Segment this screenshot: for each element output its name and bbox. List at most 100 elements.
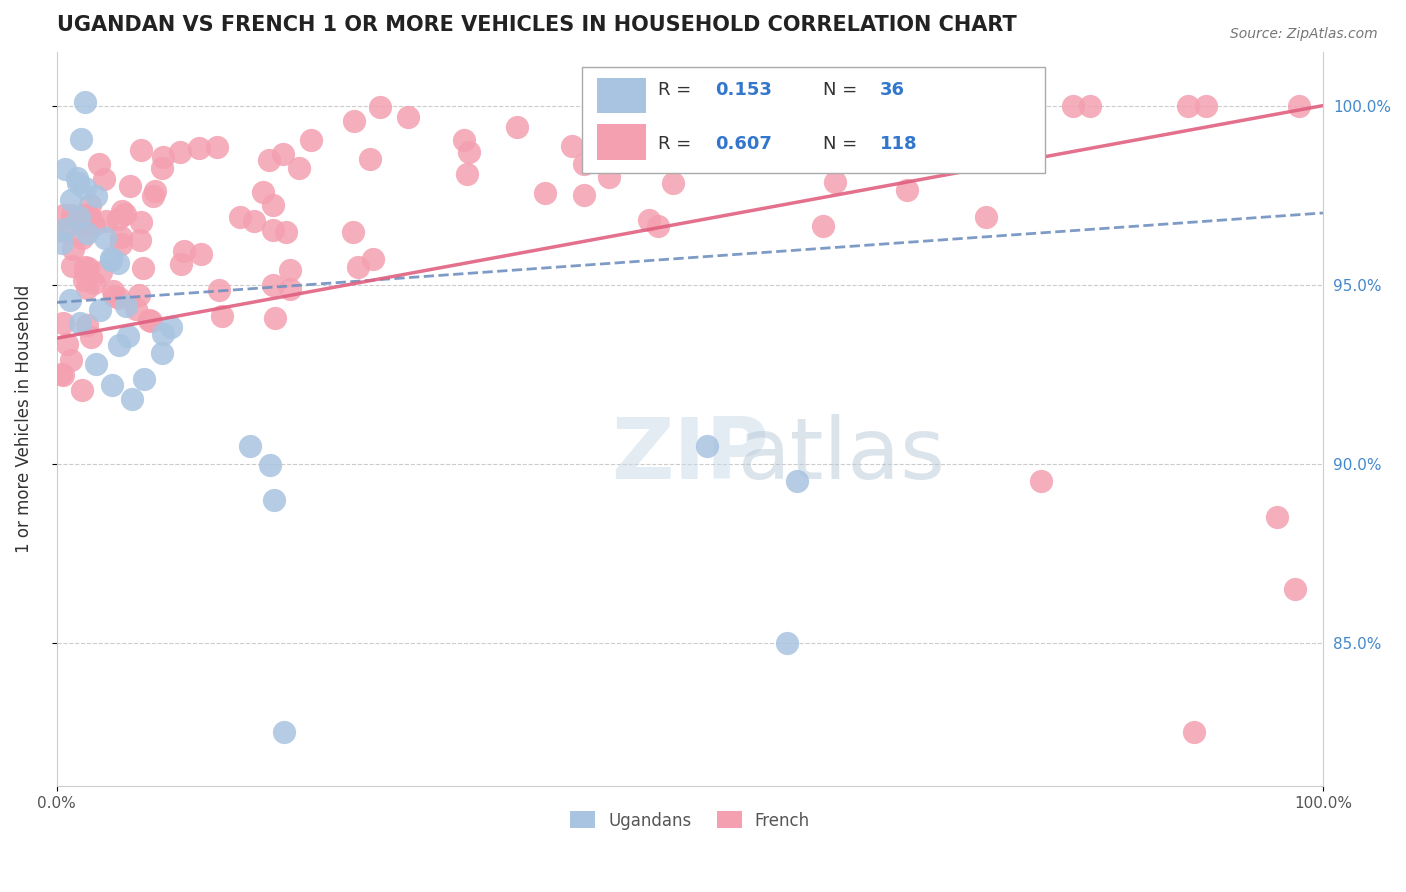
Point — [128, 287, 150, 301]
Point — [273, 725, 295, 739]
Point — [73, 273, 96, 287]
Point — [53, 222, 76, 236]
Text: 0.607: 0.607 — [716, 136, 772, 153]
Legend: Ugandans, French: Ugandans, French — [564, 805, 817, 836]
Point — [361, 252, 384, 267]
Point — [273, 147, 295, 161]
Point — [1031, 475, 1053, 489]
Point — [242, 213, 264, 227]
Point — [229, 210, 252, 224]
Point — [738, 123, 761, 137]
Point — [73, 95, 96, 110]
Point — [142, 189, 165, 203]
Point — [824, 176, 846, 190]
Point — [1177, 98, 1199, 112]
Point — [896, 183, 918, 197]
Point — [114, 299, 136, 313]
Point — [125, 302, 148, 317]
Point — [56, 337, 79, 351]
Point — [132, 260, 155, 275]
Point — [696, 439, 718, 453]
Point — [89, 157, 111, 171]
Point — [786, 475, 808, 489]
Point — [129, 214, 152, 228]
Point — [79, 211, 101, 225]
Point — [239, 439, 262, 453]
Point — [84, 189, 107, 203]
Point — [1182, 725, 1205, 739]
Point — [79, 197, 101, 211]
Point — [139, 314, 162, 328]
Point — [100, 378, 122, 392]
Point — [262, 198, 284, 212]
Point — [998, 98, 1021, 112]
Point — [188, 141, 211, 155]
Point — [714, 141, 737, 155]
Point — [52, 224, 75, 238]
Y-axis label: 1 or more Vehicles in Household: 1 or more Vehicles in Household — [15, 285, 32, 553]
Point — [70, 231, 93, 245]
Point — [53, 208, 76, 222]
Point — [252, 185, 274, 199]
Point — [83, 219, 105, 233]
Point — [1284, 582, 1306, 596]
Point — [169, 145, 191, 159]
Point — [73, 215, 96, 229]
Point — [259, 458, 281, 472]
Point — [1062, 98, 1084, 112]
Point — [574, 187, 596, 202]
Point — [458, 145, 481, 159]
Point — [60, 259, 83, 273]
Point — [100, 252, 122, 266]
Point — [76, 226, 98, 240]
Point — [776, 635, 799, 649]
Point — [638, 213, 661, 227]
Text: UGANDAN VS FRENCH 1 OR MORE VEHICLES IN HOUSEHOLD CORRELATION CHART: UGANDAN VS FRENCH 1 OR MORE VEHICLES IN … — [56, 15, 1017, 35]
Point — [75, 266, 97, 280]
Bar — [598, 78, 645, 112]
Point — [52, 368, 75, 383]
Point — [69, 131, 91, 145]
Point — [976, 211, 998, 225]
Point — [128, 233, 150, 247]
Point — [299, 133, 322, 147]
Point — [278, 282, 301, 296]
Point — [278, 263, 301, 277]
Point — [150, 161, 173, 175]
Text: 0.153: 0.153 — [716, 81, 772, 99]
Bar — [598, 125, 645, 160]
Point — [108, 338, 131, 352]
Text: N =: N = — [823, 81, 863, 99]
Point — [83, 276, 105, 290]
Point — [108, 291, 131, 305]
Point — [76, 318, 98, 333]
Point — [129, 143, 152, 157]
Point — [572, 157, 595, 171]
Point — [110, 236, 132, 251]
Point — [145, 184, 167, 198]
Point — [59, 293, 82, 308]
Point — [101, 284, 124, 298]
Point — [598, 169, 620, 184]
Point — [207, 283, 229, 297]
Point — [152, 150, 174, 164]
Text: R =: R = — [658, 136, 697, 153]
Point — [77, 208, 100, 222]
Point — [49, 367, 72, 381]
Point — [173, 244, 195, 259]
Point — [52, 316, 75, 330]
Point — [1195, 98, 1218, 112]
Point — [984, 98, 1007, 112]
Point — [811, 219, 834, 234]
Point — [107, 256, 129, 270]
Point — [262, 278, 284, 293]
Text: ZIP: ZIP — [612, 414, 769, 497]
Point — [111, 203, 134, 218]
Point — [205, 140, 228, 154]
Point — [359, 152, 381, 166]
Point — [70, 383, 93, 397]
Point — [60, 208, 83, 222]
Point — [60, 353, 83, 368]
Text: Source: ZipAtlas.com: Source: ZipAtlas.com — [1230, 27, 1378, 41]
FancyBboxPatch shape — [582, 67, 1045, 173]
